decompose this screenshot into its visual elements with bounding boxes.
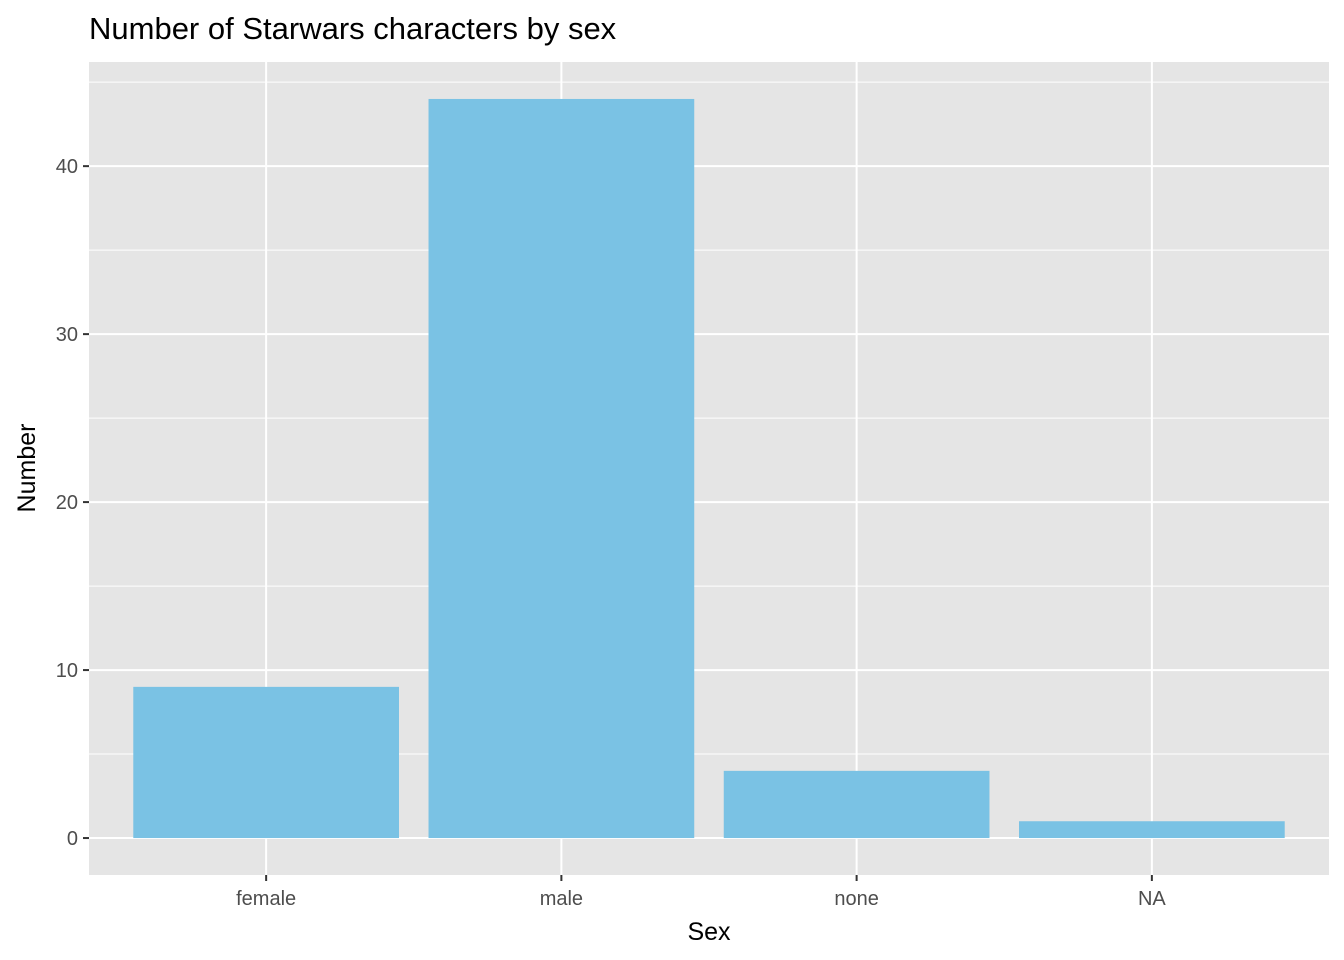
y-tick-label: 0	[67, 828, 78, 850]
y-axis-title: Number	[13, 424, 41, 513]
x-tick-label: female	[236, 888, 296, 910]
x-axis-title: Sex	[687, 918, 731, 946]
bar-na	[1019, 821, 1285, 839]
y-tick-label: 20	[56, 492, 78, 514]
x-tick-label: NA	[1138, 888, 1166, 910]
chart-title: Number of Starwars characters by sex	[89, 11, 617, 46]
y-tick-label: 40	[56, 156, 78, 178]
y-tick-label: 10	[56, 660, 78, 682]
bar-female	[133, 686, 400, 839]
y-tick-label: 30	[56, 324, 78, 346]
bars	[133, 98, 1285, 839]
x-tick-label: none	[834, 888, 879, 910]
y-axis: 0 10 20 30 40	[56, 156, 89, 850]
x-tick-label: male	[540, 888, 583, 910]
x-axis: female male none NA	[236, 875, 1166, 910]
bar-male	[428, 98, 695, 839]
bar-none	[723, 770, 990, 839]
